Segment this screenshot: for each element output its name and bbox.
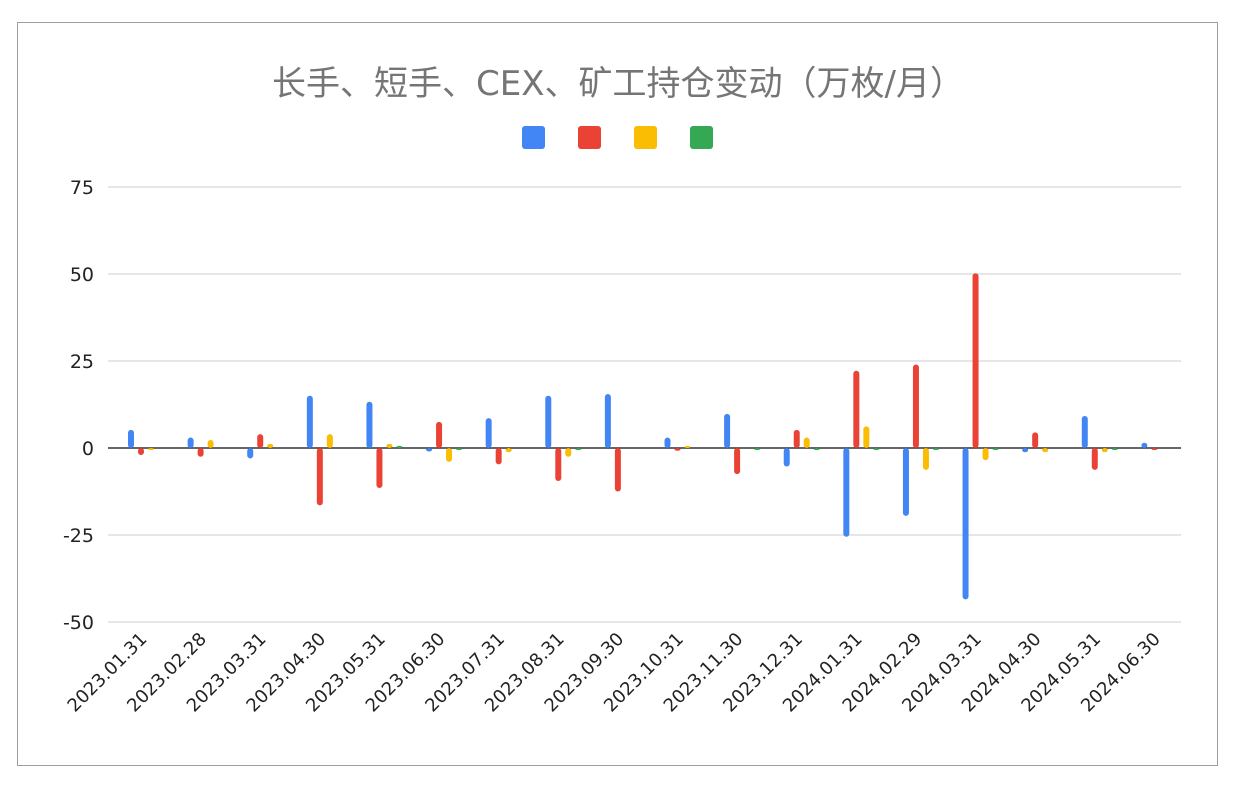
bar-3-2024.01.31 [863,426,870,448]
bar-3-2023.04.30 [326,434,333,448]
bar-1-2023.07.31 [485,418,492,448]
legend-swatch-1 [522,126,545,149]
bar-1-2023.03.31 [247,448,254,459]
bar-1-2023.10.31 [664,437,671,448]
bar-1-2023.01.31 [128,429,134,448]
bar-2-2024.03.31 [972,273,979,448]
bar-2-2024.01.31 [853,370,860,448]
bar-3-2023.03.31 [267,443,274,448]
bar-2-2023.08.31 [555,448,562,482]
bar-1-2023.11.30 [724,413,731,448]
bar-2-2023.05.31 [376,448,383,489]
bar-4-2023.08.31 [575,448,582,450]
bar-2-2023.12.31 [793,429,800,448]
bar-1-2024.05.31 [1081,415,1088,448]
bar-3-2023.12.31 [803,437,810,448]
bar-3-2023.08.31 [565,448,572,457]
y-tick-label: -25 [63,525,94,547]
bar-3-2024.05.31 [1101,448,1108,453]
bar-4-2023.06.30 [456,448,463,450]
legend-swatch-3 [634,126,657,149]
bar-2-2023.06.30 [436,421,443,448]
y-tick-label: 75 [70,177,94,199]
y-tick-label: 50 [70,264,94,286]
bar-3-2023.07.31 [505,448,512,453]
bar-2-2024.06.30 [1151,448,1158,450]
bar-3-2024.03.31 [982,448,989,461]
bar-2-2023.09.30 [614,448,621,492]
bar-1-2023.02.28 [187,437,194,448]
y-tick-label: 0 [82,438,94,460]
y-tick-label: -50 [63,612,94,634]
bar-1-2023.09.30 [604,394,611,448]
chart-frame [17,22,1218,766]
chart-title: 长手、短手、CEX、矿工持仓变动（万枚/月） [272,64,964,104]
bar-3-2024.04.30 [1042,448,1049,453]
bar-1-2024.02.29 [902,448,909,516]
legend-swatch-4 [690,126,713,149]
bar-4-2024.01.31 [873,448,880,450]
bar-2-2023.01.31 [138,448,144,455]
bar-1-2024.04.30 [1022,448,1029,453]
bar-3-2023.06.30 [446,448,453,462]
bar-3-2023.01.31 [148,448,154,450]
bar-3-2024.02.29 [922,448,929,470]
bar-1-2023.04.30 [306,395,313,448]
bar-2-2023.07.31 [495,448,502,465]
bar-2-2023.10.31 [674,448,681,451]
bar-2-2024.04.30 [1032,432,1039,448]
bar-1-2023.06.30 [426,448,433,452]
bar-2-2024.05.31 [1091,448,1098,470]
bar-3-2023.10.31 [684,445,691,448]
bar-1-2023.05.31 [366,401,373,448]
y-tick-label: 25 [70,351,94,373]
bar-1-2023.12.31 [783,448,790,467]
bar-3-2023.05.31 [386,443,393,448]
bar-1-2024.01.31 [843,448,850,537]
bar-2-2023.02.28 [197,448,204,457]
bar-2-2023.11.30 [734,448,741,475]
bar-4-2024.05.31 [1111,448,1118,450]
bar-2-2024.02.29 [912,364,919,448]
bar-2-2023.04.30 [316,448,323,506]
bar-4-2023.11.30 [754,448,761,450]
bar-1-2023.08.31 [545,395,552,448]
legend-swatch-2 [578,126,601,149]
bar-3-2023.02.28 [207,439,214,448]
bar-2-2023.03.31 [257,434,264,448]
bar-1-2024.06.30 [1141,442,1148,448]
bar-4-2023.12.31 [813,448,820,450]
bar-1-2024.03.31 [962,448,969,600]
bar-4-2024.03.31 [992,448,999,450]
bar-4-2023.05.31 [396,445,403,448]
bar-4-2024.02.29 [932,448,939,450]
